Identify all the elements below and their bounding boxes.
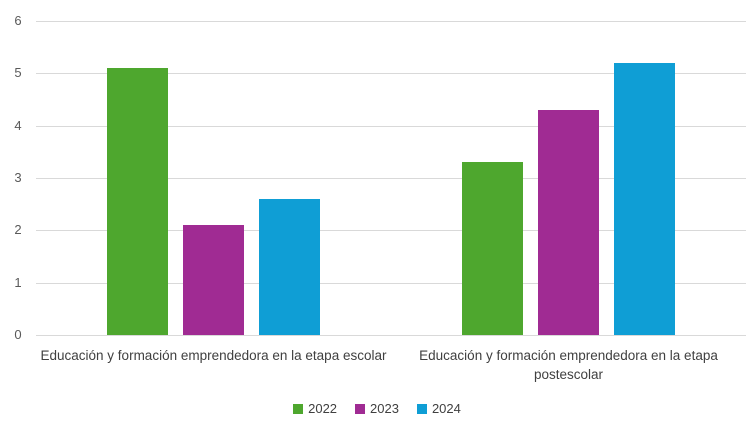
y-tick-label: 3: [14, 170, 22, 185]
legend: 2022 2023 2024: [0, 401, 754, 416]
bar-group: [391, 21, 746, 335]
bar-2022[interactable]: [462, 162, 523, 335]
legend-swatch-icon: [416, 403, 427, 414]
legend-label: 2022: [308, 401, 338, 416]
gridline: [36, 126, 746, 127]
gridline: [36, 73, 746, 74]
y-tick-label: 6: [14, 13, 22, 28]
category-label: Educación y formación emprendedora en la…: [419, 348, 718, 382]
gridline: [36, 21, 746, 22]
bar-2022[interactable]: [107, 68, 168, 335]
y-tick-label: 1: [14, 275, 22, 290]
bar-2024[interactable]: [259, 199, 320, 335]
bar-group: [36, 21, 391, 335]
bar-groups: [36, 21, 746, 335]
legend-item-2023[interactable]: 2023: [355, 401, 399, 416]
legend-swatch-icon: [293, 403, 304, 414]
y-tick-label: 5: [14, 65, 22, 80]
gridline: [36, 335, 746, 336]
y-tick-label: 4: [14, 118, 22, 133]
gridline: [36, 283, 746, 284]
x-axis-category-labels: Educación y formación emprendedora en la…: [36, 346, 746, 384]
plot-area: [36, 21, 746, 336]
category-label: Educación y formación emprendedora en la…: [40, 348, 387, 363]
bar-2023[interactable]: [538, 110, 599, 335]
legend-label: 2024: [431, 401, 461, 416]
bar-2024[interactable]: [614, 63, 675, 335]
gridline: [36, 230, 746, 231]
bar-2023[interactable]: [183, 225, 244, 335]
legend-item-2024[interactable]: 2024: [416, 401, 461, 416]
y-tick-label: 2: [14, 222, 22, 237]
legend-item-2022[interactable]: 2022: [293, 401, 337, 416]
legend-label: 2023: [370, 401, 399, 416]
gridline: [36, 178, 746, 179]
y-tick-label: 0: [14, 327, 22, 342]
legend-swatch-icon: [355, 403, 366, 414]
